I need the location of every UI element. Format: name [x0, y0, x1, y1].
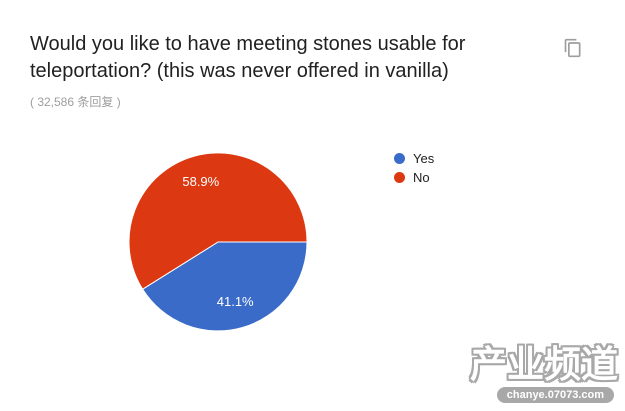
question-title-line2: teleportation? (this was never offered i…: [30, 60, 449, 82]
legend-label-no: No: [413, 170, 430, 185]
question-title: Would you like to have meeting stones us…: [30, 31, 500, 85]
question-title-line1: Would you like to have meeting stones us…: [30, 33, 466, 55]
pie-slice-no[interactable]: [128, 152, 308, 290]
pie-slice-label-yes: 41.1%: [217, 294, 254, 309]
watermark-url: chanye.07073.com: [496, 387, 614, 403]
watermark-title: 产业频道: [470, 344, 618, 386]
legend-item-yes: Yes: [394, 149, 434, 168]
response-count: ( 32,586 条回复 ): [30, 95, 121, 109]
legend-label-yes: Yes: [413, 151, 435, 166]
pie-slice-yes[interactable]: [141, 241, 308, 332]
copy-icon: [564, 38, 581, 57]
copy-button[interactable]: [561, 37, 585, 61]
legend-item-no: No: [394, 168, 434, 187]
pie-slice-label-no: 58.9%: [182, 174, 219, 189]
watermark: 产业频道 chanye.07073.com: [470, 344, 618, 403]
legend-swatch-no: [394, 172, 405, 183]
chart-legend: Yes No: [394, 149, 434, 187]
legend-swatch-yes: [394, 153, 405, 164]
